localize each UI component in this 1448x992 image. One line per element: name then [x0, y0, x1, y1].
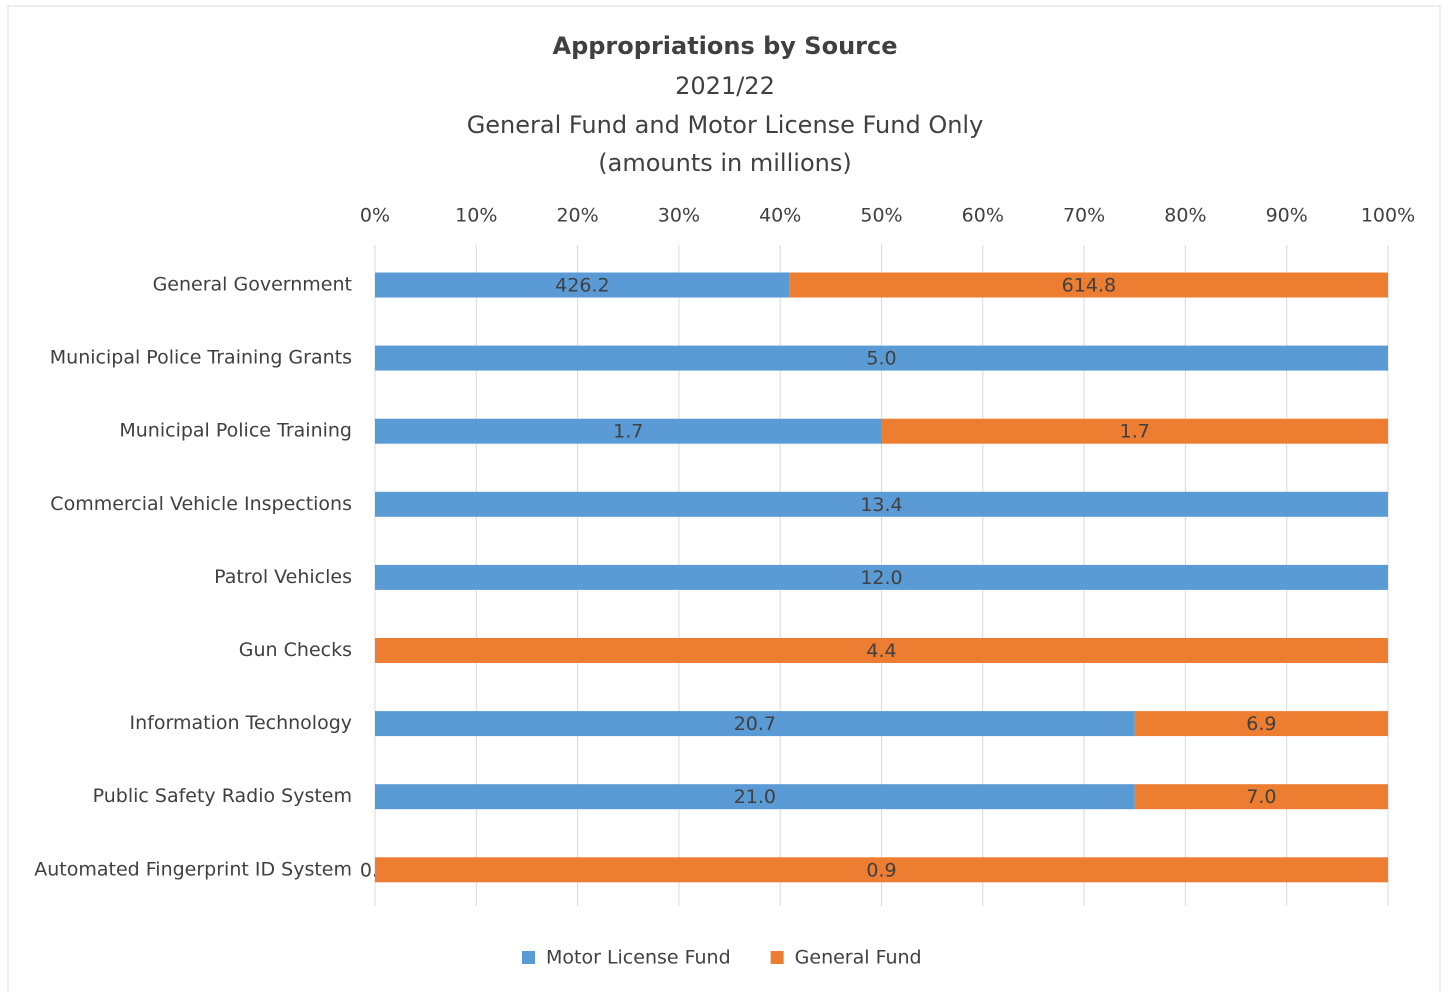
x-tick-label: 100%: [1361, 205, 1415, 227]
chart-subtitle: General Fund and Motor License Fund Only: [467, 111, 984, 139]
y-tick-label: Commercial Vehicle Inspections: [50, 493, 352, 515]
bar-segment: [1134, 711, 1388, 737]
x-tick-label: 90%: [1266, 205, 1308, 227]
bar-segment: [375, 711, 1135, 737]
x-tick-label: 10%: [455, 205, 497, 227]
x-tick-label: 20%: [556, 205, 598, 227]
bar-segment: [375, 638, 1388, 663]
y-tick-label: General Government: [153, 274, 352, 296]
x-tick-label: 80%: [1164, 205, 1206, 227]
data-label: 13.4: [860, 494, 902, 516]
bar-segment: [375, 418, 882, 444]
x-tick-label: 50%: [860, 205, 902, 227]
legend-label: General Fund: [795, 947, 922, 969]
legend-label: Motor License Fund: [546, 947, 731, 969]
x-tick-label: 30%: [658, 205, 700, 227]
data-label: 1.7: [613, 421, 643, 443]
bar-segment: [375, 784, 1135, 810]
bar-segment: [375, 491, 1388, 517]
y-tick-label: Information Technology: [130, 712, 352, 734]
bar-segment: [375, 272, 790, 298]
data-label: 12.0: [860, 567, 902, 589]
chart-subtitle: (amounts in millions): [598, 149, 851, 177]
data-label: 20.7: [734, 713, 776, 735]
x-tick-label: 70%: [1063, 205, 1105, 227]
data-label: 0.9: [866, 859, 896, 881]
data-label: 614.8: [1062, 275, 1116, 297]
bar-segment: [375, 857, 1388, 883]
bar-segment: [1134, 784, 1388, 810]
y-tick-label: Municipal Police Training: [119, 420, 352, 442]
chart-subtitle: 2021/22: [675, 72, 775, 100]
data-label: 5.0: [866, 348, 896, 370]
data-label: 7.0: [1246, 786, 1276, 808]
y-tick-label: Automated Fingerprint ID System: [34, 858, 352, 880]
bar-segment: [375, 564, 1388, 590]
x-tick-label: 40%: [759, 205, 801, 227]
data-label: 6.9: [1246, 713, 1276, 735]
chart-title: Appropriations by Source: [553, 32, 898, 60]
x-tick-label: 0%: [360, 205, 390, 227]
bar-segment: [789, 272, 1388, 298]
x-tick-label: 60%: [962, 205, 1004, 227]
data-label: 1.7: [1120, 421, 1150, 443]
y-tick-label: Municipal Police Training Grants: [50, 347, 352, 369]
y-tick-label: Patrol Vehicles: [214, 566, 352, 588]
data-label: 21.0: [734, 786, 776, 808]
bar-segment: [375, 345, 1388, 371]
legend-swatch: [770, 951, 784, 964]
y-tick-label: Public Safety Radio System: [93, 785, 352, 807]
legend-swatch: [522, 951, 535, 964]
bar-segment: [881, 418, 1388, 444]
data-label: 426.2: [555, 275, 609, 297]
data-label: 4.4: [866, 640, 896, 662]
y-tick-label: Gun Checks: [239, 639, 352, 661]
